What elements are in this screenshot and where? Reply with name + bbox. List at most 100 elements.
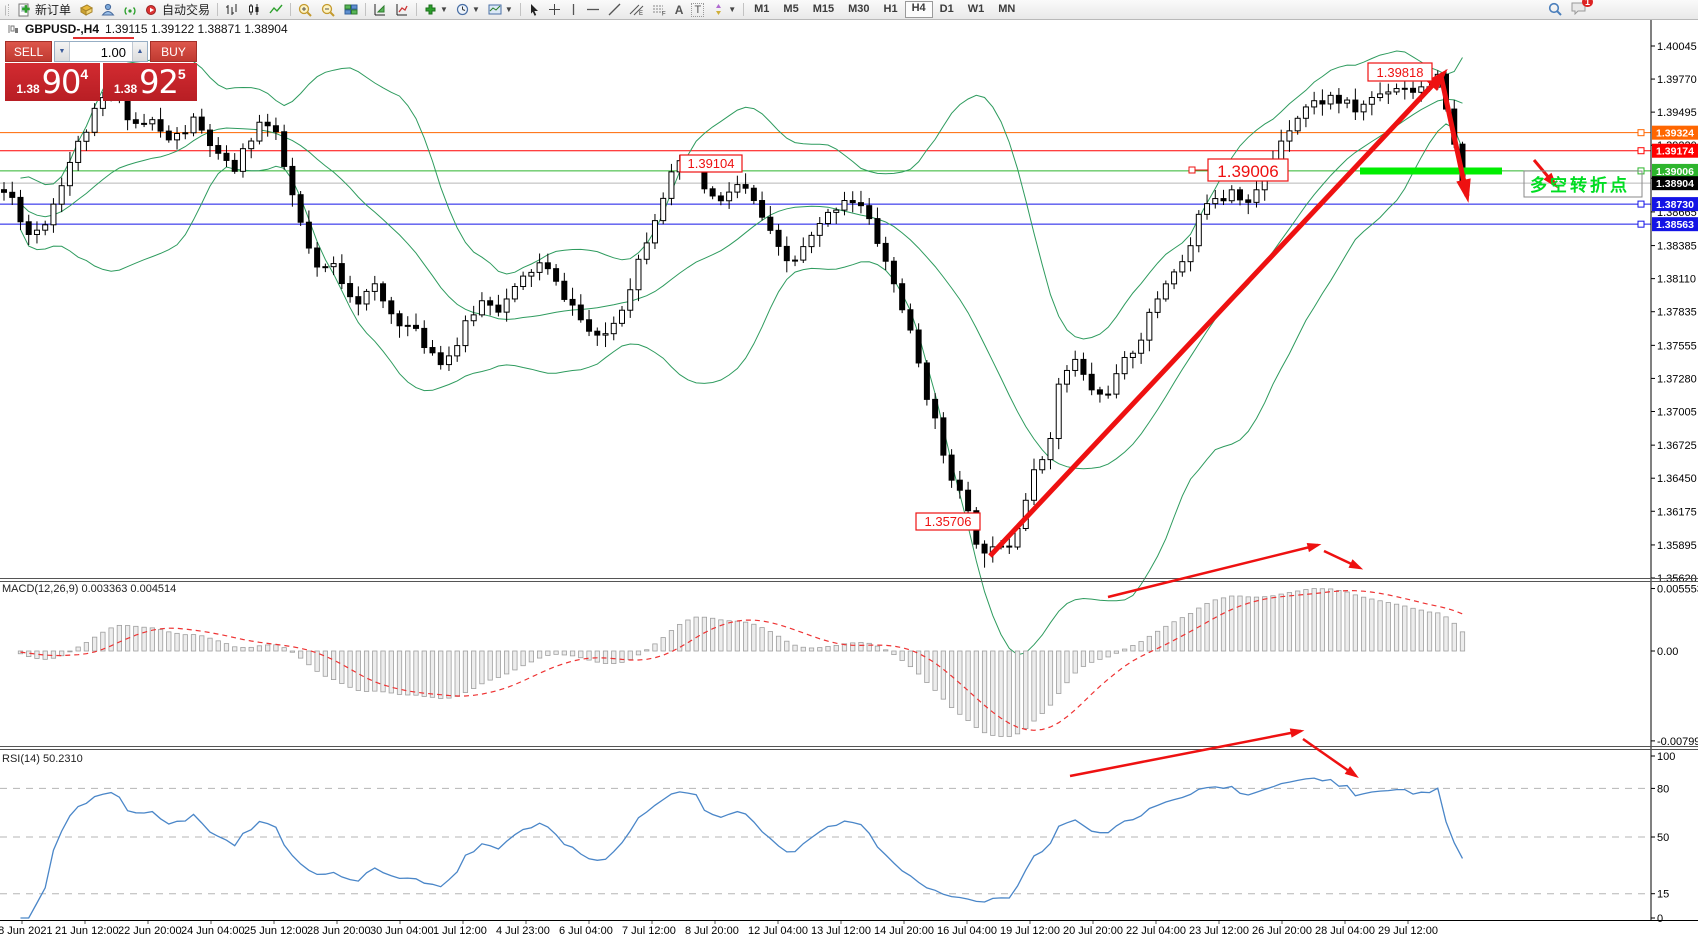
candle <box>849 200 856 204</box>
new-order-button[interactable]: 新订单 <box>14 1 75 18</box>
trend-arrow[interactable] <box>988 72 1445 558</box>
add-indicator-button[interactable]: ▼ <box>420 1 452 18</box>
text-tool-icon: A <box>674 2 684 17</box>
timeframe-h1[interactable]: H1 <box>883 3 898 15</box>
sell-button[interactable]: SELL <box>5 41 52 62</box>
price-annotation-box[interactable] <box>915 512 981 531</box>
profile-button[interactable] <box>97 1 119 18</box>
candle <box>141 122 148 125</box>
date-label: 19 Jul 12:00 <box>1000 925 1060 937</box>
timeframe-m30[interactable]: M30 <box>848 3 870 15</box>
line-handle[interactable] <box>1637 129 1645 137</box>
buy-button[interactable]: BUY <box>150 41 197 62</box>
line-chart-button[interactable] <box>265 1 287 18</box>
price-tick-label: 1.37835 <box>1657 307 1697 319</box>
volume-increase-button[interactable]: ▲ <box>132 42 147 61</box>
timeframe-d1[interactable]: D1 <box>939 3 954 15</box>
line-handle[interactable] <box>1637 220 1645 228</box>
date-label: 8 Jul 20:00 <box>685 925 739 937</box>
symbol-chart-icon <box>8 24 18 33</box>
price-annotation-text: 1.39104 <box>688 156 735 171</box>
notifications-button[interactable]: 1 <box>1571 0 1593 18</box>
arrows-tool-button[interactable]: ▼ <box>708 1 740 18</box>
turning-point-highlight-bar[interactable] <box>1360 167 1502 175</box>
candle <box>396 313 403 327</box>
line-handle[interactable] <box>1637 200 1645 208</box>
trend-arrow[interactable] <box>1438 75 1470 197</box>
timeframe-m5[interactable]: M5 <box>783 3 799 15</box>
candle <box>520 275 527 288</box>
candle <box>371 283 378 292</box>
price-tag-text: 1.38730 <box>1656 199 1694 211</box>
price-tick-label: 1.35895 <box>1657 540 1697 552</box>
candle <box>1352 99 1359 113</box>
timeframe-h4[interactable]: H4 <box>904 1 933 18</box>
line-handle[interactable] <box>1637 147 1645 155</box>
price-annotation-box[interactable] <box>679 154 743 173</box>
timeframe-m15[interactable]: M15 <box>812 3 835 15</box>
rsi-trend-arrow[interactable] <box>1302 737 1357 778</box>
search-icon[interactable] <box>1548 2 1563 17</box>
volume-input[interactable] <box>70 42 132 61</box>
rsi-trend-arrow[interactable] <box>1069 729 1302 778</box>
bar-chart-button[interactable] <box>221 1 243 18</box>
candle <box>1088 373 1095 391</box>
period-button[interactable]: ▼ <box>452 1 484 18</box>
macd-trend-arrow[interactable] <box>1107 543 1319 599</box>
market-watch-button[interactable] <box>75 1 97 18</box>
tile-windows-icon <box>344 4 358 15</box>
label-tool-button[interactable]: T <box>687 1 708 18</box>
timeframe-w1[interactable]: W1 <box>967 3 985 15</box>
date-label: 14 Jul 20:00 <box>874 925 934 937</box>
clock-icon <box>456 3 469 16</box>
template-button[interactable]: ▼ <box>484 1 517 18</box>
channel-tool-button[interactable]: E <box>625 1 648 18</box>
pane-separators[interactable] <box>0 578 1698 750</box>
crosshair-tool-button[interactable] <box>544 1 565 18</box>
toolbar-grip <box>8 3 12 16</box>
buy-price-small: 1.38 <box>113 82 138 96</box>
buy-price-display[interactable]: 1.38 92 5 <box>102 63 197 101</box>
candle <box>198 116 205 131</box>
sell-price-display[interactable]: 1.38 90 4 <box>5 63 100 101</box>
indicator-list-icon <box>374 4 386 16</box>
level-price-tag <box>1652 163 1698 178</box>
hline-tool-button[interactable] <box>582 1 604 18</box>
trendline-tool-button[interactable] <box>604 1 625 18</box>
timeframe-m1[interactable]: M1 <box>754 3 770 15</box>
candle <box>602 333 609 336</box>
trendline-icon <box>608 3 621 16</box>
volume-decrease-button[interactable]: ▼ <box>55 42 70 61</box>
candle-chart-button[interactable] <box>243 1 265 18</box>
auto-trading-button[interactable]: 自动交易 <box>141 1 214 18</box>
level-lines[interactable] <box>0 129 1651 228</box>
price-annotation-box[interactable] <box>1367 62 1433 82</box>
candle <box>1212 198 1219 205</box>
data-window-button[interactable] <box>391 1 413 18</box>
timeframe-mn[interactable]: MN <box>998 3 1016 15</box>
cursor-tool-button[interactable] <box>524 1 544 18</box>
price-annotation-text: 1.35706 <box>925 514 972 529</box>
fibonacci-tool-button[interactable]: F <box>648 1 671 18</box>
candle <box>83 131 90 142</box>
annotations[interactable]: 1.39104 1.39006 1.39818 1.35706 多空转折点 <box>679 62 1643 558</box>
turning-point-box[interactable] <box>1523 170 1643 198</box>
candle <box>297 194 304 223</box>
candle <box>668 171 675 199</box>
tile-windows-button[interactable] <box>340 1 362 18</box>
candle <box>314 247 321 268</box>
signal-button[interactable] <box>119 1 141 18</box>
zoom-out-button[interactable] <box>317 1 340 18</box>
candle <box>651 220 658 244</box>
candle <box>981 543 988 554</box>
macd-arrows[interactable] <box>1107 542 1364 599</box>
text-tool-button[interactable]: A <box>671 1 688 18</box>
indicator-list-button[interactable] <box>369 1 391 18</box>
price-annotation-box[interactable] <box>1207 158 1289 182</box>
horizontal-line-icon <box>586 8 599 11</box>
zoom-in-button[interactable] <box>294 1 317 18</box>
rsi-arrows[interactable] <box>1069 728 1359 779</box>
candle <box>487 300 494 306</box>
vline-tool-button[interactable] <box>565 1 582 18</box>
